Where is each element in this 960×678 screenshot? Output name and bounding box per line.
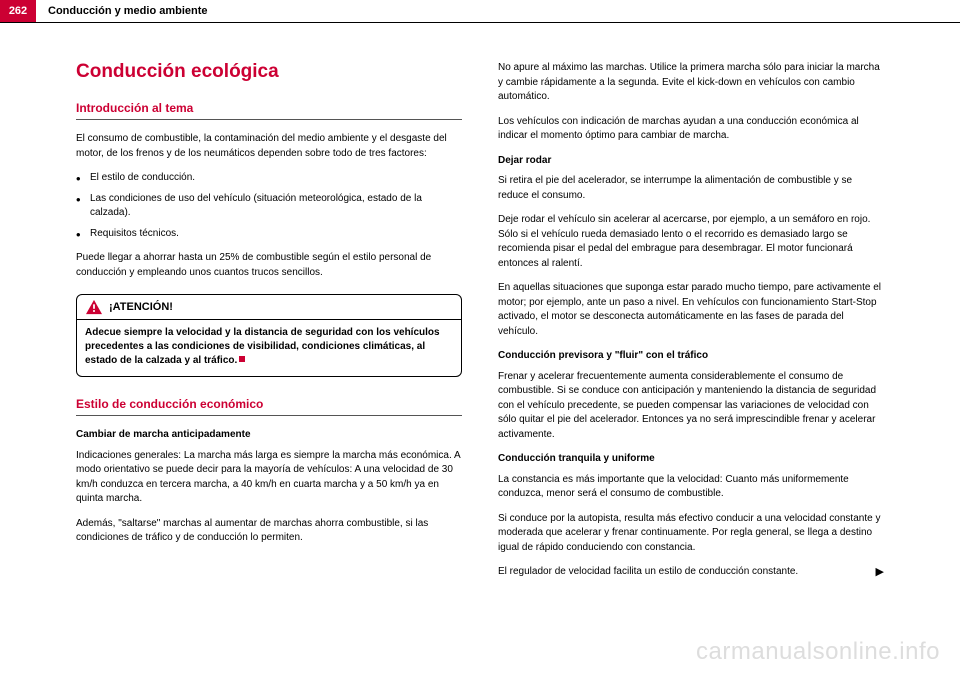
list-item: Las condiciones de uso del vehículo (sit…: [76, 192, 462, 221]
body-text: El regulador de velocidad facilita un es…: [498, 566, 798, 577]
attention-header: ¡ATENCIÓN!: [77, 295, 461, 319]
heading-rule: [76, 119, 462, 120]
page-body: Conducción ecológica Introducción al tem…: [0, 23, 960, 590]
list-item: Requisitos técnicos.: [76, 227, 462, 242]
continue-arrow-icon: ▶: [876, 565, 884, 581]
body-paragraph: Si conduce por la autopista, resulta más…: [498, 512, 884, 556]
body-paragraph: Deje rodar el vehículo sin acelerar al a…: [498, 213, 884, 271]
left-column: Conducción ecológica Introducción al tem…: [76, 61, 462, 590]
body-paragraph: Si retira el pie del acelerador, se inte…: [498, 174, 884, 203]
warning-triangle-icon: [85, 299, 103, 315]
intro-paragraph-2: Puede llegar a ahorrar hasta un 25% de c…: [76, 251, 462, 280]
attention-body: Adecue siempre la velocidad y la distanc…: [77, 320, 461, 376]
body-paragraph: Los vehículos con indicación de marchas …: [498, 115, 884, 144]
body-paragraph: Además, "saltarse" marchas al aumentar d…: [76, 517, 462, 546]
body-paragraph: El regulador de velocidad facilita un es…: [498, 565, 884, 580]
body-paragraph: Frenar y acelerar frecuentemente aumenta…: [498, 370, 884, 443]
attention-title: ¡ATENCIÓN!: [109, 301, 173, 313]
page-number-badge: 262: [0, 0, 36, 22]
right-column: No apure al máximo las marchas. Utilice …: [498, 61, 884, 590]
end-marker-icon: [239, 356, 245, 362]
section-title: Conducción y medio ambiente: [48, 5, 208, 17]
intro-bullet-list: El estilo de conducción. Las condiciones…: [76, 171, 462, 241]
heading-rule: [76, 415, 462, 416]
list-item: El estilo de conducción.: [76, 171, 462, 186]
section-heading-intro: Introducción al tema: [76, 101, 462, 115]
body-paragraph: En aquellas situaciones que suponga esta…: [498, 281, 884, 339]
attention-callout: ¡ATENCIÓN! Adecue siempre la velocidad y…: [76, 294, 462, 377]
body-paragraph: Indicaciones generales: La marcha más la…: [76, 449, 462, 507]
subheading: Cambiar de marcha anticipadamente: [76, 428, 462, 443]
intro-paragraph: El consumo de combustible, la contaminac…: [76, 132, 462, 161]
body-paragraph: No apure al máximo las marchas. Utilice …: [498, 61, 884, 105]
chapter-title: Conducción ecológica: [76, 61, 462, 83]
body-paragraph: La constancia es más importante que la v…: [498, 473, 884, 502]
section-heading-estilo: Estilo de conducción económico: [76, 397, 462, 411]
subheading: Dejar rodar: [498, 154, 884, 169]
watermark: carmanualsonline.info: [696, 638, 940, 666]
page-header: 262 Conducción y medio ambiente: [0, 0, 960, 22]
subheading: Conducción previsora y "fluir" con el tr…: [498, 349, 884, 364]
subheading: Conducción tranquila y uniforme: [498, 452, 884, 467]
attention-text: Adecue siempre la velocidad y la distanc…: [85, 327, 440, 366]
